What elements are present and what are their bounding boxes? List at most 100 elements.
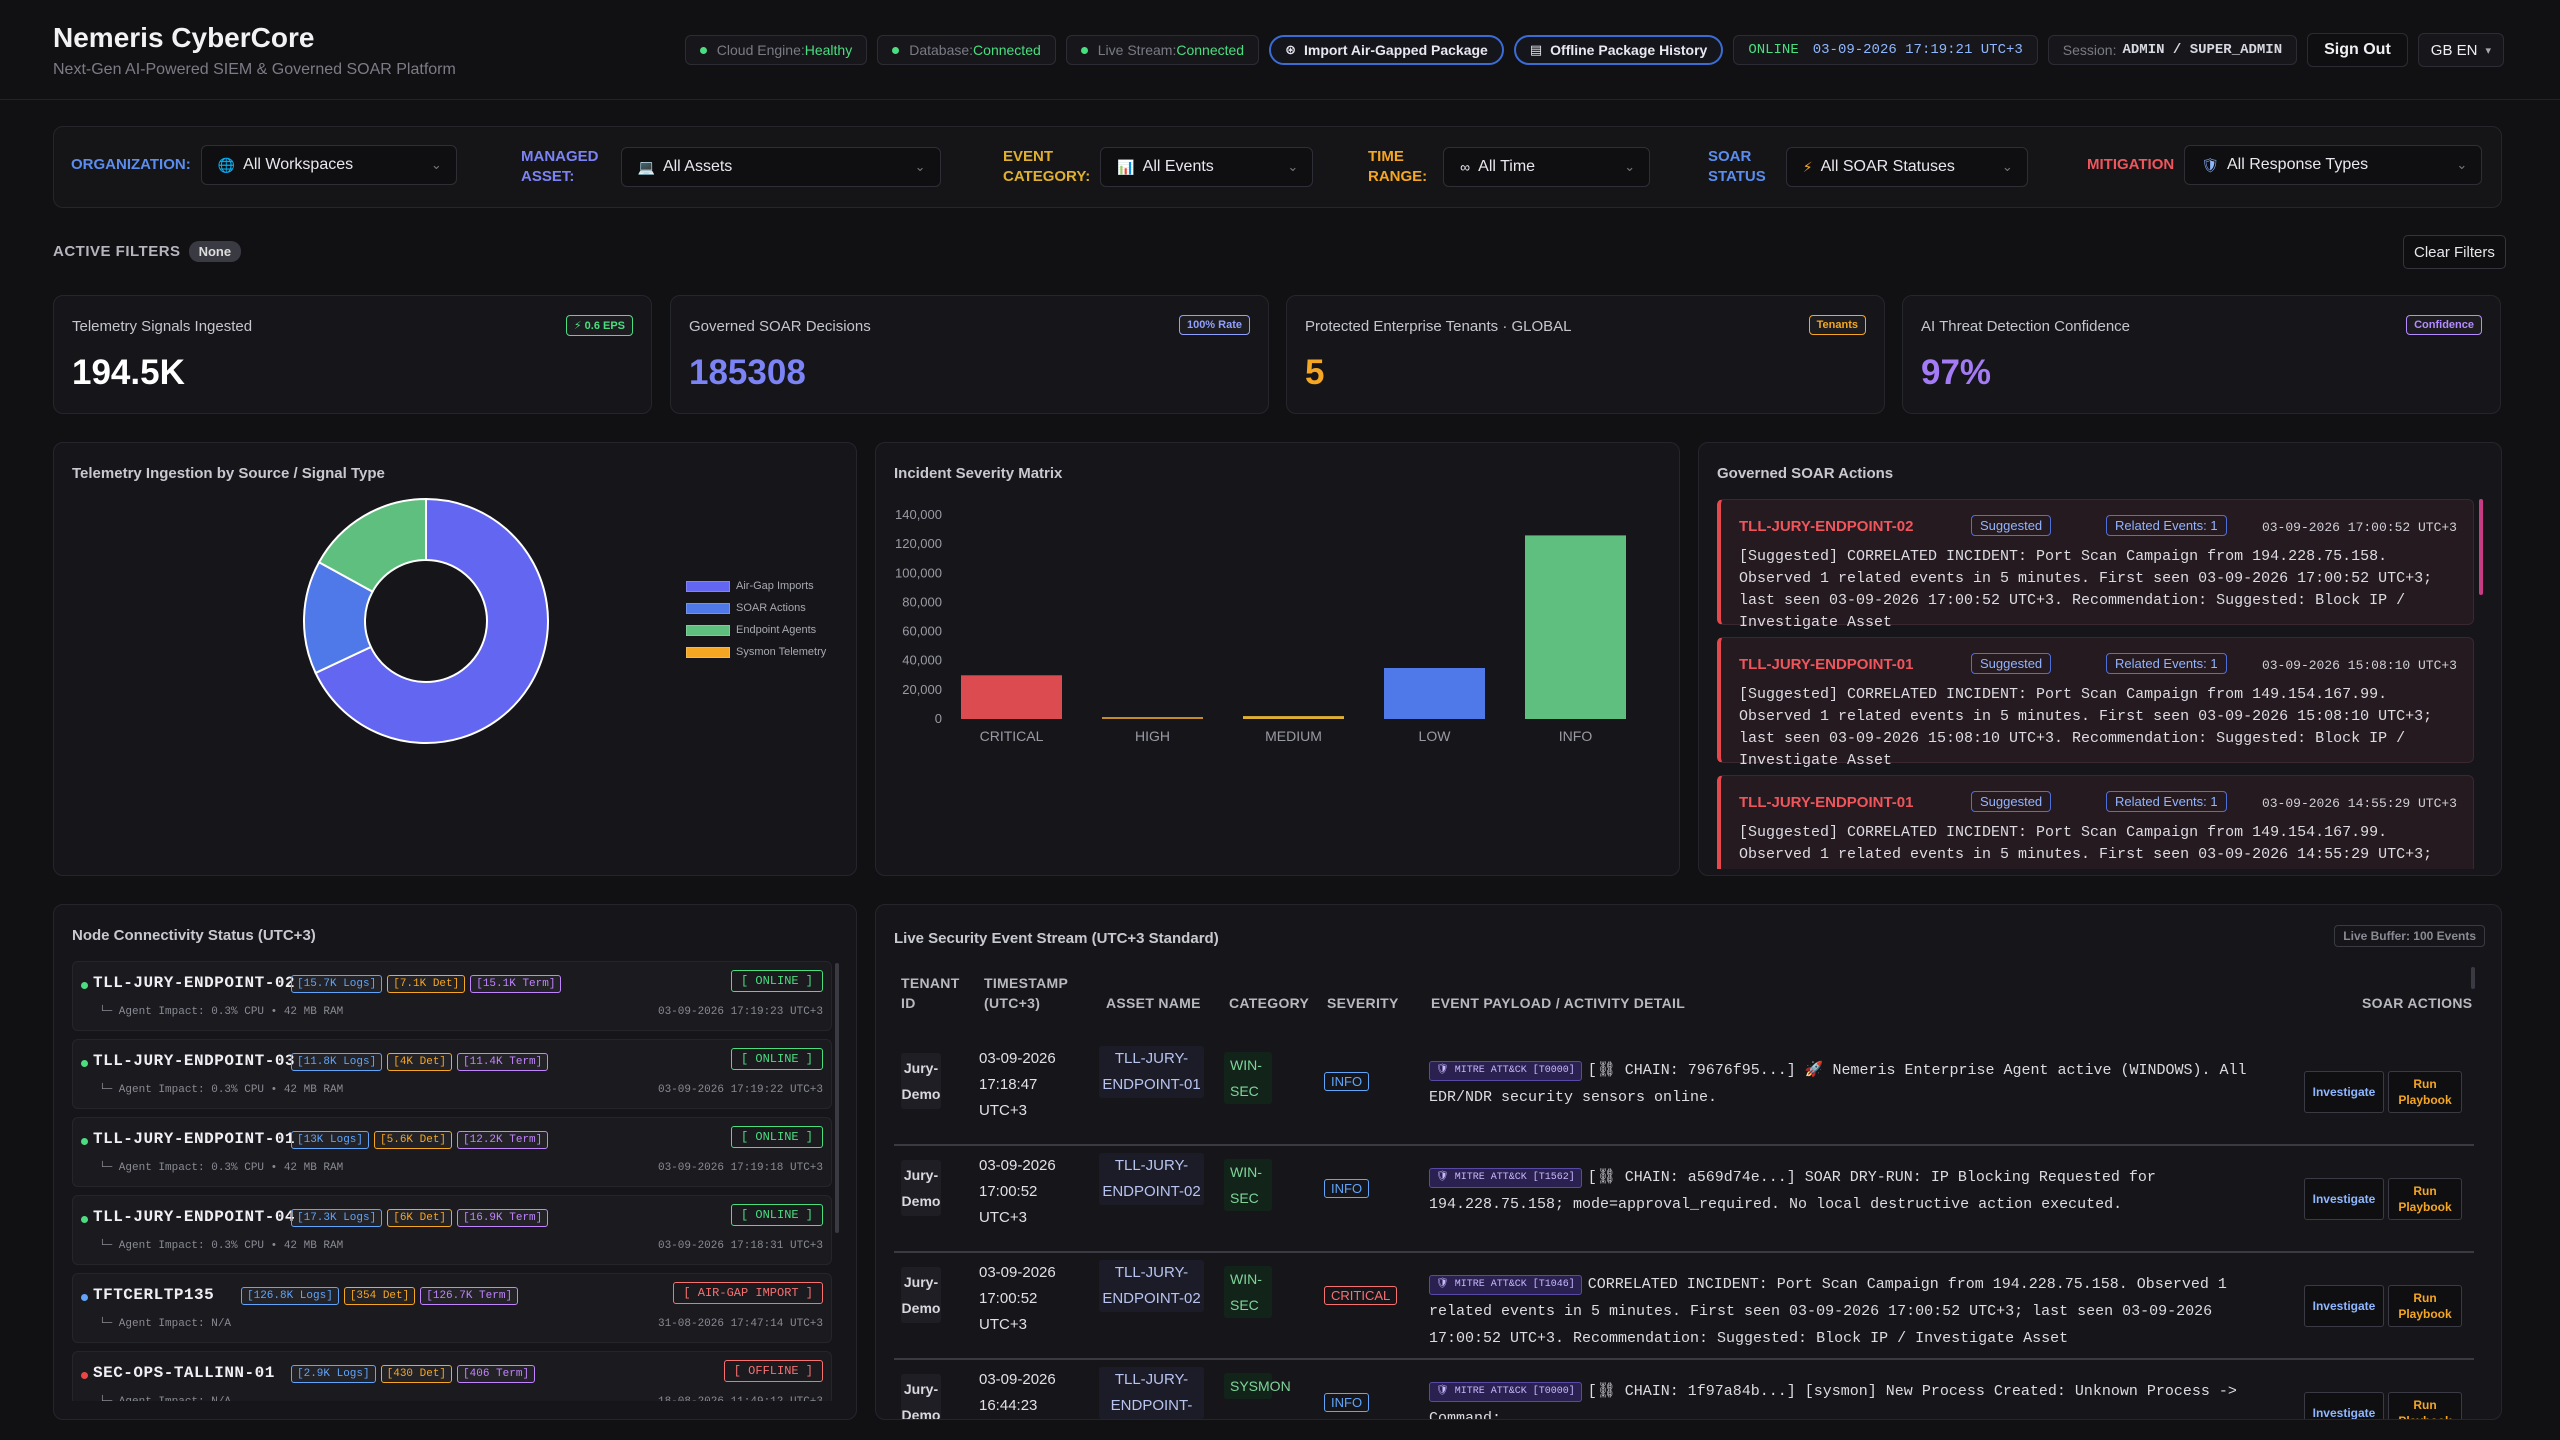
legend-item[interactable]: Air-Gap Imports: [686, 575, 826, 597]
clock-readout: 03-09-2026 17:19:21 UTC+3: [1812, 42, 2023, 58]
soar-action-card[interactable]: TLL-JURY-ENDPOINT-01 Suggested Related Eve…: [1717, 775, 2474, 869]
soar-timestamp: 03-09-2026 14:55:29 UTC+3: [2261, 796, 2457, 811]
event-stream-panel: Live Security Event Stream (UTC+3 Standa…: [875, 904, 2502, 1420]
clear-filters-button[interactable]: Clear Filters: [2403, 235, 2506, 269]
term-badge: [12.2K Term]: [457, 1131, 549, 1149]
event-asset[interactable]: TLL-JURY-ENDPOINT-01: [1099, 1046, 1204, 1098]
run-playbook-button[interactable]: Run Playbook: [2388, 1392, 2462, 1419]
node-status-badge: [ ONLINE ]: [730, 1126, 823, 1148]
filter-bar: ORGANIZATION: 🌐 All Workspaces ⌄ MANAGED…: [53, 126, 2502, 208]
kpi-badge: Confidence: [2406, 315, 2482, 335]
donut-chart-title: Telemetry Ingestion by Source / Signal T…: [72, 465, 385, 482]
node-row[interactable]: TLL-JURY-ENDPOINT-02 [15.7K Logs] [7.1K De…: [72, 961, 832, 1031]
import-air-gapped-button[interactable]: ⊛ Import Air-Gapped Package: [1269, 35, 1504, 65]
event-asset[interactable]: TLL-JURY-ENDPOINT-02: [1099, 1153, 1204, 1205]
severity-badge: INFO: [1324, 1072, 1370, 1091]
node-status-badge: [ OFFLINE ]: [723, 1360, 823, 1382]
org-filter: ORGANIZATION: 🌐 All Workspaces ⌄: [71, 145, 457, 185]
history-button-label: Offline Package History: [1550, 42, 1708, 58]
legend-item[interactable]: SOAR Actions: [686, 597, 826, 619]
asset-filter-label: MANAGED ASSET:: [521, 148, 599, 185]
run-playbook-button[interactable]: Run Playbook: [2388, 1285, 2462, 1327]
soar-action-list[interactable]: TLL-JURY-ENDPOINT-02 Suggested Related Eve…: [1717, 499, 2485, 869]
bar-critical[interactable]: [961, 675, 1062, 719]
soar-description: [Suggested] CORRELATED INCIDENT: Port Sc…: [1739, 548, 2433, 631]
event-category-filter: EVENT CATEGORY: 📊 All Events ⌄: [1003, 147, 1314, 187]
event-timestamp: 03-09-2026 16:44:23: [979, 1371, 1056, 1414]
bar-info[interactable]: [1525, 535, 1626, 719]
legend-item[interactable]: Endpoint Agents: [686, 619, 826, 641]
database-status: Database: Connected: [877, 35, 1056, 65]
status-dot-icon: [81, 982, 88, 989]
time-range-value: All Time: [1478, 158, 1536, 175]
soar-host: TLL-JURY-ENDPOINT-01: [1739, 794, 1914, 811]
run-playbook-button[interactable]: Run Playbook: [2388, 1071, 2462, 1113]
run-playbook-button[interactable]: Run Playbook: [2388, 1178, 2462, 1220]
detections-badge: [7.1K Det]: [387, 975, 466, 993]
soar-status-select[interactable]: ⚡ All SOAR Statuses ⌄: [1785, 147, 2028, 187]
status-dot-icon: [81, 1294, 88, 1301]
soar-action-card[interactable]: TLL-JURY-ENDPOINT-02 Suggested Related Eve…: [1717, 499, 2474, 631]
legend-item[interactable]: Sysmon Telemetry: [686, 641, 826, 663]
database-value: Connected: [973, 42, 1041, 58]
mitigation-filter-label: MITIGATION: [2087, 156, 2175, 173]
bar-medium[interactable]: [1243, 716, 1344, 719]
soar-status-filter: SOAR STATUS ⚡ All SOAR Statuses ⌄: [1708, 147, 2028, 187]
node-name: TLL-JURY-ENDPOINT-01: [93, 1130, 296, 1148]
node-list[interactable]: TLL-JURY-ENDPOINT-02 [15.7K Logs] [7.1K De…: [72, 961, 839, 1401]
investigate-button[interactable]: Investigate: [2304, 1178, 2384, 1220]
asset-filter: MANAGED ASSET: 💻 All Assets ⌄: [521, 147, 941, 187]
event-row[interactable]: Jury-Demo 03-09-2026 16:44:23 TLL-JURY-END…: [894, 1361, 2474, 1419]
node-row[interactable]: SEC-OPS-TALLINN-01 [2.9K Logs] [430 Det] [4…: [72, 1351, 832, 1401]
asset-select[interactable]: 💻 All Assets ⌄: [620, 147, 941, 187]
status-dot-icon: [81, 1138, 88, 1145]
node-row[interactable]: TFTCERLTP135 [126.8K Logs] [354 Det] [126.7…: [72, 1273, 832, 1343]
event-asset[interactable]: TLL-JURY-ENDPOINT-02: [1099, 1260, 1204, 1312]
org-select[interactable]: 🌐 All Workspaces ⌄: [200, 145, 457, 185]
investigate-button[interactable]: Investigate: [2304, 1392, 2384, 1419]
event-row[interactable]: Jury-Demo 03-09-2026 17:00:52 UTC+3 TLL-JU…: [894, 1147, 2474, 1253]
event-row[interactable]: Jury-Demo 03-09-2026 17:18:47 UTC+3 TLL-JU…: [894, 1040, 2474, 1146]
investigate-button[interactable]: Investigate: [2304, 1071, 2384, 1113]
language-select[interactable]: GB EN ▾: [2417, 33, 2504, 67]
bar-low[interactable]: [1384, 668, 1485, 719]
category-select[interactable]: 📊 All Events ⌄: [1100, 147, 1314, 187]
x-tick-label: HIGH: [1135, 728, 1170, 744]
kpi-badge: 100% Rate: [1178, 315, 1250, 335]
app-subtitle: Next-Gen AI-Powered SIEM & Governed SOAR…: [53, 61, 456, 78]
bar-high[interactable]: [1102, 717, 1203, 719]
lightning-icon: ⚡: [1802, 158, 1813, 175]
sign-out-button[interactable]: Sign Out: [2307, 33, 2408, 67]
mitre-attack-badge: 🛡 MITRE ATT&CK [T1046]: [1429, 1275, 1582, 1295]
investigate-button[interactable]: Investigate: [2304, 1285, 2384, 1327]
donut-legend: Air-Gap Imports SOAR Actions Endpoint Agen…: [686, 575, 826, 663]
scrollbar[interactable]: [2479, 499, 2483, 595]
severity-bar-chart: 140,000 120,000 100,000 80,000 60,000 40,000 2…: [895, 507, 1626, 744]
node-row[interactable]: TLL-JURY-ENDPOINT-04 [17.3K Logs] [6K Det]…: [72, 1195, 832, 1265]
soar-action-card[interactable]: TLL-JURY-ENDPOINT-01 Suggested Related Eve…: [1717, 637, 2474, 769]
mitigation-select[interactable]: 🛡 All Response Types ⌄: [2184, 145, 2483, 185]
scrollbar[interactable]: [2471, 967, 2475, 989]
donut-slice[interactable]: [314, 497, 549, 744]
logs-badge: [11.8K Logs]: [291, 1053, 383, 1071]
event-asset[interactable]: TLL-JURY-ENDPOINT-: [1099, 1367, 1204, 1419]
node-name: SEC-OPS-TALLINN-01: [93, 1364, 275, 1382]
node-row[interactable]: TLL-JURY-ENDPOINT-03 [11.8K Logs] [4K Det]…: [72, 1039, 832, 1109]
cloud-engine-status: Cloud Engine: Healthy: [684, 35, 868, 65]
node-status-badge: [ ONLINE ]: [730, 1204, 823, 1226]
y-tick-label: 120,000: [895, 536, 942, 551]
node-row[interactable]: TLL-JURY-ENDPOINT-01 [13K Logs] [5.6K Det]…: [72, 1117, 832, 1187]
legend-label: Air-Gap Imports: [736, 580, 814, 592]
event-category: WIN-SEC: [1224, 1159, 1272, 1211]
offline-history-button[interactable]: ▤ Offline Package History: [1513, 35, 1724, 65]
event-category: SYSMON: [1224, 1373, 1291, 1399]
event-row[interactable]: Jury-Demo 03-09-2026 17:00:52 UTC+3 TLL-JU…: [894, 1254, 2474, 1360]
chevron-down-icon: ▾: [2485, 44, 2491, 57]
kpi-card: Governed SOAR Decisions 100% Rate 185308: [670, 295, 1269, 414]
donut-slice[interactable]: [317, 497, 427, 593]
scrollbar[interactable]: [835, 963, 839, 1233]
logs-badge: [17.3K Logs]: [291, 1209, 383, 1227]
time-range-select[interactable]: ∞ All Time ⌄: [1443, 147, 1651, 187]
time-range-filter: TIME RANGE: ∞ All Time ⌄: [1368, 147, 1651, 187]
detections-badge: [354 Det]: [343, 1287, 416, 1305]
